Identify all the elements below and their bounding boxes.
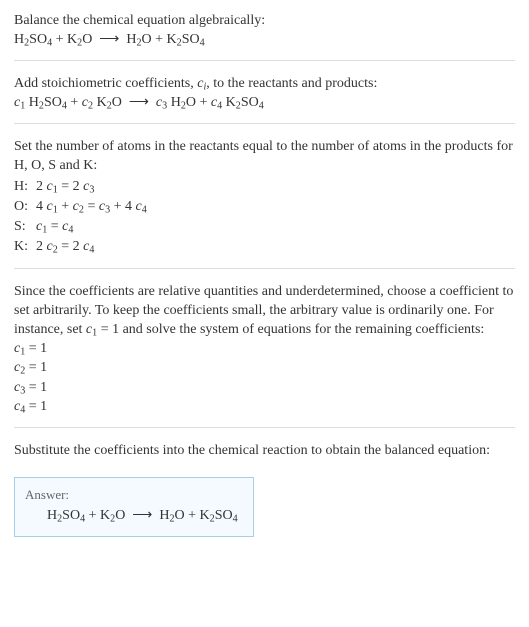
coefficient-value: c2 = 1 xyxy=(14,359,515,378)
atom-equation: 4 c1 + c2 = c3 + 4 c4 xyxy=(36,198,153,218)
answer-equation: H2SO4 + K2O ⟶ H2O + K2SO4 xyxy=(25,507,243,526)
section-title: Substitute the coefficients into the che… xyxy=(14,442,515,461)
section-title: Add stoichiometric coefficients, ci, to … xyxy=(14,75,515,94)
atom-row: K: 2 c2 = 2 c4 xyxy=(14,238,153,258)
section-stoich-coeffs: Add stoichiometric coefficients, ci, to … xyxy=(14,75,515,124)
answer-label: Answer: xyxy=(25,486,243,504)
atom-row: H: 2 c1 = 2 c3 xyxy=(14,178,153,198)
section-title: Since the coefficients are relative quan… xyxy=(14,283,515,340)
atom-equation: 2 c2 = 2 c4 xyxy=(36,238,153,258)
section-solve-coefficients: Since the coefficients are relative quan… xyxy=(14,283,515,427)
answer-box: Answer: H2SO4 + K2O ⟶ H2O + K2SO4 xyxy=(14,477,254,538)
equation-with-coefficients: c1 H2SO4 + c2 K2O ⟶ c3 H2O + c4 K2SO4 xyxy=(14,94,515,113)
coefficient-value: c3 = 1 xyxy=(14,379,515,398)
atom-symbol: K: xyxy=(14,238,36,258)
atom-row: S: c1 = c4 xyxy=(14,218,153,238)
section-balance: Balance the chemical equation algebraica… xyxy=(14,12,515,61)
coefficient-value: c1 = 1 xyxy=(14,340,515,359)
atom-equation: 2 c1 = 2 c3 xyxy=(36,178,153,198)
coefficient-value: c4 = 1 xyxy=(14,398,515,417)
atom-symbol: S: xyxy=(14,218,36,238)
atom-symbol: H: xyxy=(14,178,36,198)
atom-symbol: O: xyxy=(14,198,36,218)
section-substitute: Substitute the coefficients into the che… xyxy=(14,442,515,471)
atom-equation: c1 = c4 xyxy=(36,218,153,238)
section-title: Set the number of atoms in the reactants… xyxy=(14,138,515,176)
section-atom-equations: Set the number of atoms in the reactants… xyxy=(14,138,515,269)
section-title: Balance the chemical equation algebraica… xyxy=(14,12,515,31)
atoms-equations-table: H: 2 c1 = 2 c3 O: 4 c1 + c2 = c3 + 4 c4 … xyxy=(14,178,153,258)
atom-row: O: 4 c1 + c2 = c3 + 4 c4 xyxy=(14,198,153,218)
equation-unbalanced: H2SO4 + K2O ⟶ H2O + K2SO4 xyxy=(14,31,515,50)
